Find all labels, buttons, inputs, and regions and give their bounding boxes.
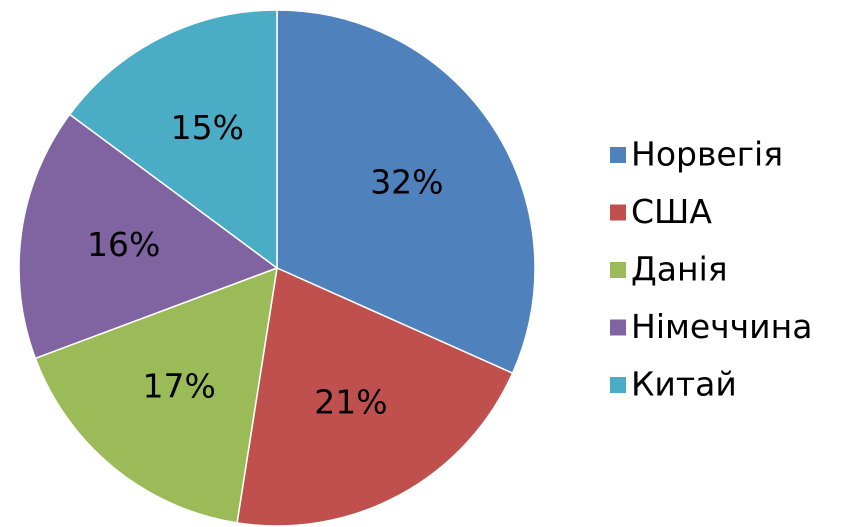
legend-swatch [610,204,626,221]
legend-label: Норвегія [631,135,783,174]
pie-slice [276,9,536,375]
legend-label: Німеччина [631,307,812,346]
legend-label: Китай [631,365,737,404]
pie-slice [68,9,278,270]
pie-slice [34,266,278,524]
legend-swatch [610,377,626,393]
pie-slice [236,266,514,527]
data-label: 15% [171,108,244,147]
legend-label: США [631,192,712,231]
pie-slice [18,113,279,360]
legend-label: Данія [631,250,728,289]
legend-swatch [610,262,626,278]
data-label: 16% [87,225,160,264]
data-label: 17% [142,366,215,405]
legend-swatch [610,147,626,163]
data-label: 32% [370,162,443,201]
legend-swatch [610,319,626,336]
data-label: 21% [314,383,387,422]
